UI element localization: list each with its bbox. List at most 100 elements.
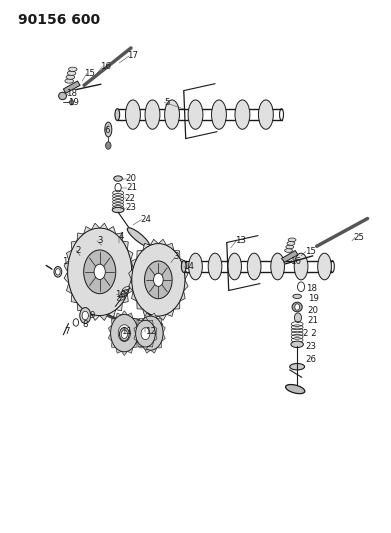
Polygon shape xyxy=(161,333,165,342)
Polygon shape xyxy=(127,250,133,261)
Polygon shape xyxy=(153,334,157,342)
Polygon shape xyxy=(134,326,138,334)
Ellipse shape xyxy=(294,253,308,280)
Polygon shape xyxy=(84,310,91,317)
Circle shape xyxy=(132,244,185,316)
Ellipse shape xyxy=(271,253,284,280)
Polygon shape xyxy=(134,334,138,342)
Polygon shape xyxy=(158,239,167,245)
Polygon shape xyxy=(136,325,140,333)
Polygon shape xyxy=(133,341,137,348)
Polygon shape xyxy=(137,333,140,341)
Polygon shape xyxy=(64,272,69,283)
Polygon shape xyxy=(84,227,91,234)
Polygon shape xyxy=(108,325,112,333)
Ellipse shape xyxy=(126,100,140,130)
Ellipse shape xyxy=(317,253,331,280)
Polygon shape xyxy=(100,223,108,230)
Polygon shape xyxy=(63,81,80,93)
Polygon shape xyxy=(184,269,188,280)
Text: 20: 20 xyxy=(125,174,136,183)
Polygon shape xyxy=(142,317,149,321)
Polygon shape xyxy=(282,251,298,262)
Polygon shape xyxy=(121,311,127,315)
Ellipse shape xyxy=(114,176,122,181)
Polygon shape xyxy=(71,241,77,250)
Ellipse shape xyxy=(119,327,129,341)
Ellipse shape xyxy=(59,92,66,100)
Text: 2: 2 xyxy=(75,246,81,255)
Circle shape xyxy=(138,316,163,350)
Ellipse shape xyxy=(68,67,77,71)
Polygon shape xyxy=(121,351,127,356)
Circle shape xyxy=(294,313,301,322)
Polygon shape xyxy=(174,301,180,309)
Text: 17: 17 xyxy=(127,52,138,60)
Polygon shape xyxy=(180,259,185,269)
Polygon shape xyxy=(144,348,151,353)
Ellipse shape xyxy=(145,100,160,130)
Polygon shape xyxy=(129,269,133,280)
Ellipse shape xyxy=(285,384,305,394)
Polygon shape xyxy=(151,313,157,318)
Polygon shape xyxy=(131,272,135,283)
Polygon shape xyxy=(138,342,142,347)
Ellipse shape xyxy=(293,294,301,298)
Ellipse shape xyxy=(228,253,241,280)
Ellipse shape xyxy=(65,79,74,83)
Text: 4: 4 xyxy=(118,232,124,240)
Polygon shape xyxy=(77,303,84,311)
Text: 13: 13 xyxy=(235,237,246,245)
Text: 21: 21 xyxy=(307,317,318,325)
Ellipse shape xyxy=(188,100,203,130)
Text: 3: 3 xyxy=(97,237,102,245)
Circle shape xyxy=(118,325,131,342)
Text: 10: 10 xyxy=(115,290,126,298)
Polygon shape xyxy=(66,283,72,294)
Polygon shape xyxy=(137,301,143,309)
Text: 15: 15 xyxy=(84,69,95,78)
Polygon shape xyxy=(167,309,174,317)
Text: 25: 25 xyxy=(354,233,365,241)
Polygon shape xyxy=(144,313,151,318)
Text: 18: 18 xyxy=(306,285,317,293)
Circle shape xyxy=(136,320,155,347)
Ellipse shape xyxy=(112,207,124,213)
Polygon shape xyxy=(137,325,140,333)
Ellipse shape xyxy=(247,253,261,280)
Polygon shape xyxy=(108,310,116,317)
Text: 22: 22 xyxy=(124,194,135,203)
Ellipse shape xyxy=(66,75,75,79)
Ellipse shape xyxy=(165,100,179,130)
Polygon shape xyxy=(91,223,100,230)
Text: 3: 3 xyxy=(174,253,179,261)
Polygon shape xyxy=(116,233,122,241)
Circle shape xyxy=(295,304,300,310)
Polygon shape xyxy=(150,239,158,245)
Text: 90156 600: 90156 600 xyxy=(18,13,100,27)
Polygon shape xyxy=(174,251,180,259)
Polygon shape xyxy=(116,348,121,353)
Text: 7: 7 xyxy=(65,327,70,336)
Polygon shape xyxy=(153,326,157,334)
Polygon shape xyxy=(157,318,161,325)
Circle shape xyxy=(84,250,116,294)
Text: 20: 20 xyxy=(307,306,318,314)
Polygon shape xyxy=(66,250,72,261)
Circle shape xyxy=(106,142,111,149)
Polygon shape xyxy=(143,243,150,251)
Ellipse shape xyxy=(288,238,296,241)
Ellipse shape xyxy=(105,122,112,137)
Text: 11: 11 xyxy=(121,327,132,336)
Polygon shape xyxy=(127,313,133,319)
Ellipse shape xyxy=(80,308,91,324)
Polygon shape xyxy=(158,314,167,320)
Polygon shape xyxy=(131,291,137,301)
Polygon shape xyxy=(111,319,116,325)
Polygon shape xyxy=(140,318,144,325)
Circle shape xyxy=(56,269,60,275)
Text: 19: 19 xyxy=(308,294,319,303)
Polygon shape xyxy=(157,342,161,348)
Ellipse shape xyxy=(67,71,76,75)
Ellipse shape xyxy=(291,341,303,348)
